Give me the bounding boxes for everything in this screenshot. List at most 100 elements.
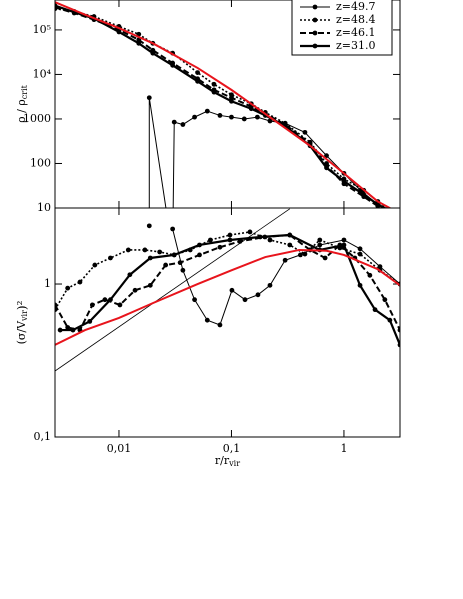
data-point bbox=[397, 342, 400, 348]
legend-label: z=46.1 bbox=[336, 26, 376, 39]
data-point bbox=[217, 244, 223, 250]
data-point bbox=[297, 252, 303, 258]
data-point bbox=[146, 95, 152, 101]
data-point bbox=[302, 129, 308, 135]
y-label-text: ρ / ρ bbox=[15, 99, 28, 123]
data-point bbox=[229, 114, 234, 120]
series-line bbox=[172, 228, 400, 326]
legend-marker bbox=[312, 30, 318, 36]
y-tick-label: 10⁴ bbox=[33, 67, 52, 80]
data-point bbox=[317, 242, 323, 248]
series-line bbox=[55, 1, 392, 208]
data-point bbox=[241, 116, 247, 122]
data-point bbox=[177, 260, 183, 266]
data-point bbox=[324, 165, 329, 171]
x-tick-label: 1 bbox=[340, 442, 347, 455]
data-point bbox=[254, 114, 260, 120]
data-point bbox=[55, 302, 58, 308]
data-point bbox=[89, 302, 95, 308]
data-point bbox=[208, 237, 213, 243]
data-point bbox=[302, 251, 308, 257]
data-point bbox=[108, 255, 113, 261]
y-label-tail: )² bbox=[15, 300, 29, 310]
series-line bbox=[148, 97, 379, 208]
data-point bbox=[229, 98, 234, 104]
data-point bbox=[287, 232, 293, 238]
data-point bbox=[357, 282, 363, 288]
series-line bbox=[55, 208, 291, 372]
data-point bbox=[163, 262, 169, 268]
data-point bbox=[197, 242, 202, 248]
data-point bbox=[367, 272, 373, 278]
data-point bbox=[227, 237, 233, 243]
data-point bbox=[287, 242, 293, 248]
data-point bbox=[147, 282, 153, 288]
data-point bbox=[70, 327, 76, 333]
legend-marker bbox=[312, 17, 318, 23]
data-point bbox=[211, 89, 217, 95]
data-point bbox=[242, 297, 248, 303]
data-point bbox=[227, 232, 233, 238]
y-tick-label: 10 bbox=[37, 201, 51, 214]
data-point bbox=[195, 70, 200, 75]
data-point bbox=[211, 81, 217, 87]
x-tick-label: 0,1 bbox=[223, 442, 241, 455]
x-label-sub: vir bbox=[228, 459, 240, 468]
data-point bbox=[180, 267, 186, 273]
y-label-text: (σ/V bbox=[15, 320, 28, 345]
data-point bbox=[55, 3, 58, 9]
y-label-sub: vir bbox=[20, 310, 29, 322]
data-point bbox=[65, 325, 71, 330]
data-point bbox=[217, 113, 223, 118]
y-tick-label: 10⁵ bbox=[33, 23, 51, 36]
legend-label: z=48.4 bbox=[336, 13, 376, 26]
data-point bbox=[142, 247, 148, 253]
y-tick-label: 1000 bbox=[23, 112, 51, 125]
data-point bbox=[229, 287, 235, 293]
plot-area bbox=[55, 208, 400, 372]
data-point bbox=[397, 327, 400, 333]
data-point bbox=[147, 255, 153, 261]
y-axis-label: ρ / ρcrit bbox=[15, 84, 29, 123]
series-line bbox=[55, 234, 400, 332]
y-axis-label: (σ/Vvir)² bbox=[15, 300, 30, 344]
data-point bbox=[125, 247, 131, 253]
data-point bbox=[146, 223, 152, 229]
data-point bbox=[341, 242, 347, 248]
series-line bbox=[55, 248, 400, 346]
data-point bbox=[108, 297, 113, 303]
data-point bbox=[127, 272, 133, 278]
data-point bbox=[377, 264, 383, 269]
data-point bbox=[387, 317, 393, 323]
data-point bbox=[217, 322, 223, 328]
data-point bbox=[267, 282, 273, 288]
plot-area bbox=[55, 1, 392, 208]
data-point bbox=[267, 237, 273, 243]
x-axis-label: r/rvir bbox=[215, 454, 240, 468]
y-label-sub: crit bbox=[20, 84, 29, 99]
y-tick-label: 100 bbox=[30, 156, 51, 169]
data-point bbox=[267, 118, 273, 124]
data-point bbox=[255, 292, 261, 298]
data-point bbox=[341, 178, 347, 184]
data-point bbox=[57, 327, 63, 333]
data-point bbox=[357, 251, 363, 257]
data-point bbox=[171, 119, 177, 125]
data-point bbox=[361, 192, 367, 197]
data-point bbox=[77, 279, 83, 285]
data-point bbox=[317, 237, 323, 243]
data-point bbox=[102, 297, 108, 303]
y-tick-label: 1 bbox=[44, 277, 51, 290]
series-line bbox=[55, 231, 400, 311]
data-point bbox=[322, 255, 328, 261]
data-point bbox=[247, 229, 253, 235]
data-point bbox=[197, 252, 202, 258]
data-point bbox=[324, 153, 329, 159]
data-point bbox=[65, 285, 71, 291]
data-point bbox=[180, 122, 186, 127]
data-point bbox=[192, 114, 197, 120]
data-point bbox=[204, 317, 210, 323]
data-point bbox=[341, 237, 347, 243]
